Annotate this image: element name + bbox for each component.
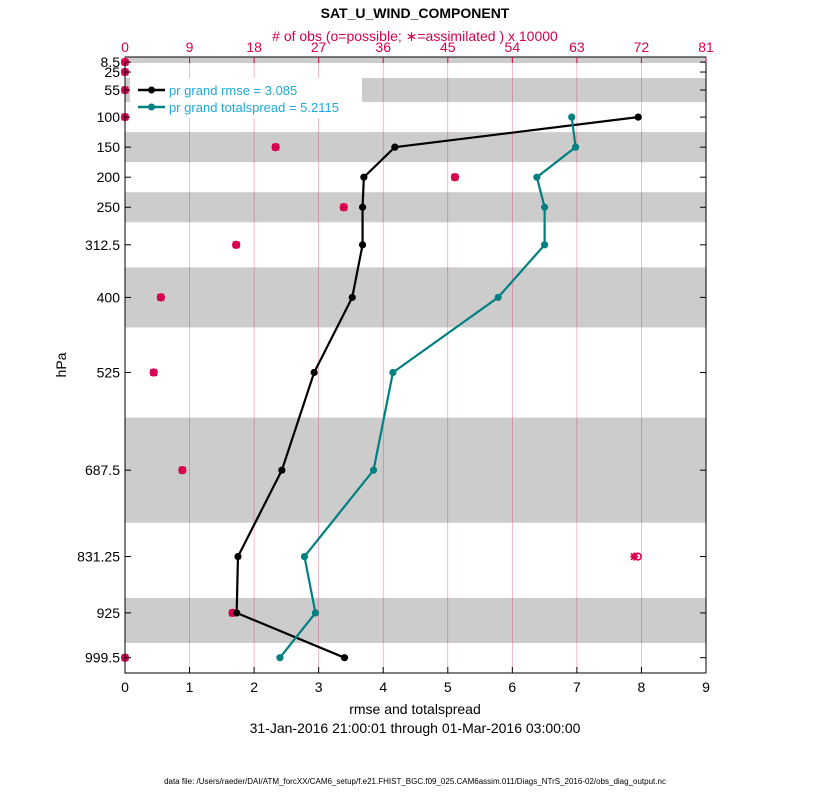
top-tick-label: 0 xyxy=(121,39,129,55)
top-tick-label: 81 xyxy=(698,39,714,55)
obs-assimilated-marker xyxy=(271,143,280,152)
y-axis-label: hPa xyxy=(53,352,69,377)
obs-assimilated-stroke xyxy=(232,240,241,249)
series-point-1 xyxy=(369,466,378,474)
top-tick-label: 54 xyxy=(505,39,521,55)
series-point-0 xyxy=(340,654,349,662)
series-point-0 xyxy=(358,203,367,211)
obs-assimilated-stroke xyxy=(178,466,187,475)
series-point-0 xyxy=(234,552,242,561)
series-point-0 xyxy=(233,609,241,617)
legend-marker-spread xyxy=(148,103,155,111)
top-tick-label: 72 xyxy=(634,39,650,55)
obs-assimilated-marker xyxy=(630,552,639,561)
y-tick-label: 250 xyxy=(97,199,121,215)
obs-assimilated-marker xyxy=(178,466,187,475)
y-tick-label: 200 xyxy=(97,169,121,185)
top-tick-label: 36 xyxy=(375,39,391,55)
shaded-band xyxy=(125,417,706,523)
x-axis-label: rmse and totalspread xyxy=(349,701,481,717)
series-point-1 xyxy=(494,293,502,301)
obs-assimilated-stroke xyxy=(157,293,165,302)
y-tick-label: 525 xyxy=(97,365,121,381)
top-tick-label: 27 xyxy=(311,39,327,55)
series-lines xyxy=(233,113,642,662)
date-range: 31-Jan-2016 21:00:01 through 01-Mar-2016… xyxy=(250,720,581,736)
x-tick-label: 1 xyxy=(186,679,194,695)
x-tick-label: 3 xyxy=(315,679,323,695)
shaded-band xyxy=(125,132,706,163)
top-tick-label: 45 xyxy=(440,39,456,55)
series-point-1 xyxy=(389,368,397,377)
x-tick-label: 4 xyxy=(379,679,387,695)
legend: pr grand rmse = 3.085 pr grand totalspre… xyxy=(130,78,362,118)
plot-frame xyxy=(124,56,707,674)
legend-label-spread: pr grand totalspread = 5.2115 xyxy=(169,100,339,115)
series-point-0 xyxy=(358,241,367,249)
series-point-0 xyxy=(348,293,356,301)
shaded-bands xyxy=(125,57,706,643)
shaded-band xyxy=(125,192,706,223)
top-tick-label: 63 xyxy=(569,39,585,55)
y-tick-label: 25 xyxy=(104,64,120,80)
series-point-1 xyxy=(571,143,580,151)
y-tick-label: 100 xyxy=(97,109,121,125)
chart-title: SAT_U_WIND_COMPONENT xyxy=(321,5,510,21)
series-point-1 xyxy=(311,609,320,617)
legend-marker-rmse xyxy=(148,86,155,94)
axis-ticks: 0 1 2 3 4 5 6 7 8 90 9 18 27 36 45 54 63 72 818.5255510015… xyxy=(77,39,714,695)
series-point-1 xyxy=(541,241,549,249)
x-tick-label: 2 xyxy=(250,679,258,695)
y-tick-label: 831.25 xyxy=(77,549,120,565)
x-tick-label: 9 xyxy=(702,679,710,695)
y-tick-label: 312.5 xyxy=(85,237,120,253)
top-axis-label: # of obs (o=possible; ∗=assimilated ) x … xyxy=(272,28,558,44)
series-point-0 xyxy=(391,143,399,151)
series-point-0 xyxy=(310,368,318,377)
obs-assimilated-stroke xyxy=(149,368,158,377)
series-point-0 xyxy=(634,113,642,121)
series-point-0 xyxy=(360,173,368,181)
y-tick-label: 400 xyxy=(97,289,121,305)
series-point-1 xyxy=(541,203,549,211)
obs-assimilated-marker xyxy=(339,203,348,212)
obs-assimilated-marker xyxy=(450,173,459,182)
x-tick-label: 7 xyxy=(573,679,581,695)
y-tick-label: 999.5 xyxy=(85,650,120,666)
footer-data-file: data file: /Users/raeder/DAI/ATM_forcXX/… xyxy=(164,777,666,786)
series-point-1 xyxy=(568,113,576,121)
obs-assimilated-marker xyxy=(232,240,241,249)
y-tick-label: 150 xyxy=(97,139,121,155)
series-point-1 xyxy=(276,654,284,662)
y-tick-label: 55 xyxy=(104,82,120,98)
top-tick-label: 18 xyxy=(246,39,262,55)
legend-box xyxy=(130,78,362,118)
obs-assimilated-marker xyxy=(156,293,165,302)
x-tick-label: 5 xyxy=(444,679,452,695)
series-point-1 xyxy=(300,552,309,561)
x-tick-label: 0 xyxy=(121,679,129,695)
obs-assimilated-stroke xyxy=(451,173,459,182)
y-tick-label: 925 xyxy=(97,605,121,621)
obs-assimilated-marker xyxy=(149,368,158,377)
y-tick-label: 8.5 xyxy=(101,54,121,70)
series-point-1 xyxy=(533,173,541,181)
x-tick-label: 6 xyxy=(508,679,516,695)
x-tick-label: 8 xyxy=(638,679,646,695)
shaded-band xyxy=(125,57,706,64)
obs-assimilated-stroke xyxy=(271,143,280,151)
obs-assimilated-stroke xyxy=(339,203,348,212)
shaded-band xyxy=(125,267,706,328)
legend-label-rmse: pr grand rmse = 3.085 xyxy=(169,83,297,98)
series-point-0 xyxy=(278,466,286,474)
shaded-band xyxy=(125,597,706,643)
top-tick-label: 9 xyxy=(186,39,194,55)
y-tick-label: 687.5 xyxy=(85,462,120,478)
obs-assimilated-stroke xyxy=(630,552,639,561)
